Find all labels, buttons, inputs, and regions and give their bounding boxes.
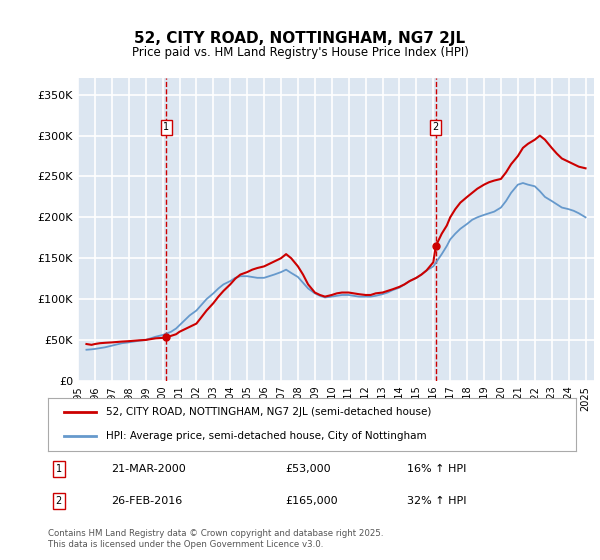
Text: 1: 1 <box>163 123 169 132</box>
Text: 32% ↑ HPI: 32% ↑ HPI <box>407 496 467 506</box>
Text: 2: 2 <box>433 123 439 132</box>
Text: HPI: Average price, semi-detached house, City of Nottingham: HPI: Average price, semi-detached house,… <box>106 431 427 441</box>
Text: 26-FEB-2016: 26-FEB-2016 <box>112 496 182 506</box>
Text: Contains HM Land Registry data © Crown copyright and database right 2025.
This d: Contains HM Land Registry data © Crown c… <box>48 529 383 549</box>
Text: 52, CITY ROAD, NOTTINGHAM, NG7 2JL (semi-detached house): 52, CITY ROAD, NOTTINGHAM, NG7 2JL (semi… <box>106 408 431 418</box>
Text: 52, CITY ROAD, NOTTINGHAM, NG7 2JL: 52, CITY ROAD, NOTTINGHAM, NG7 2JL <box>134 31 466 46</box>
Text: Price paid vs. HM Land Registry's House Price Index (HPI): Price paid vs. HM Land Registry's House … <box>131 46 469 59</box>
Text: £165,000: £165,000 <box>286 496 338 506</box>
Text: £53,000: £53,000 <box>286 464 331 474</box>
Text: 16% ↑ HPI: 16% ↑ HPI <box>407 464 466 474</box>
Text: 2: 2 <box>55 496 62 506</box>
Text: 21-MAR-2000: 21-MAR-2000 <box>112 464 186 474</box>
Text: 1: 1 <box>55 464 62 474</box>
